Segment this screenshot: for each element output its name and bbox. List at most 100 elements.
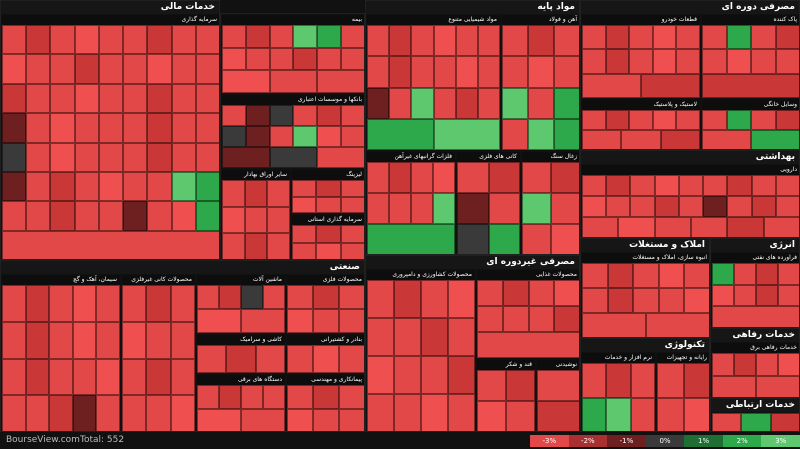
stock-cell[interactable] xyxy=(263,285,285,309)
stock-cell[interactable] xyxy=(502,56,528,88)
stock-cell[interactable] xyxy=(618,217,655,237)
stock-cell[interactable] xyxy=(477,87,500,119)
stock-cell[interactable] xyxy=(367,224,455,254)
subsector-sugar[interactable]: قند و شکر xyxy=(476,359,536,431)
stock-cell[interactable] xyxy=(770,413,799,431)
stock-cell[interactable] xyxy=(2,83,27,114)
stock-cell[interactable] xyxy=(676,110,700,130)
stock-cell[interactable] xyxy=(2,358,26,396)
stock-cell[interactable] xyxy=(433,87,456,119)
stock-cell[interactable] xyxy=(26,25,51,55)
stock-cell[interactable] xyxy=(245,47,270,71)
stock-cell[interactable] xyxy=(389,56,412,88)
stock-cell[interactable] xyxy=(287,385,313,409)
stock-cell[interactable] xyxy=(683,363,709,398)
stock-cell[interactable] xyxy=(775,49,799,74)
stock-cell[interactable] xyxy=(2,285,26,322)
stock-cell[interactable] xyxy=(502,280,529,306)
stock-cell[interactable] xyxy=(775,175,799,196)
stock-cell[interactable] xyxy=(607,288,634,313)
stock-cell[interactable] xyxy=(269,126,294,147)
stock-cell[interactable] xyxy=(147,171,172,202)
subsector-pharma[interactable]: دارویی xyxy=(581,164,799,237)
stock-cell[interactable] xyxy=(712,284,734,307)
stock-cell[interactable] xyxy=(74,171,99,202)
stock-cell[interactable] xyxy=(317,147,364,168)
stock-cell[interactable] xyxy=(98,83,124,114)
stock-cell[interactable] xyxy=(448,394,475,431)
stock-cell[interactable] xyxy=(170,395,195,431)
stock-cell[interactable] xyxy=(502,306,529,332)
stock-cell[interactable] xyxy=(171,54,196,84)
stock-cell[interactable] xyxy=(341,126,364,147)
sector-technology[interactable]: تکنولوژی نرم افزار و خدمات رایانه و تجهی… xyxy=(580,338,710,432)
subsector-cement[interactable]: سیمان، آهک و گچ xyxy=(1,274,121,431)
stock-cell[interactable] xyxy=(702,130,751,149)
stock-cell[interactable] xyxy=(756,284,778,307)
stock-cell[interactable] xyxy=(313,345,339,373)
stock-cell[interactable] xyxy=(340,196,364,213)
stock-cell[interactable] xyxy=(269,70,318,93)
stock-cell[interactable] xyxy=(222,206,245,234)
stock-cell[interactable] xyxy=(763,217,799,237)
stock-cell[interactable] xyxy=(528,87,554,119)
stock-cell[interactable] xyxy=(448,280,475,318)
stock-cell[interactable] xyxy=(147,113,172,143)
stock-cell[interactable] xyxy=(455,87,478,119)
stock-cell[interactable] xyxy=(652,110,677,130)
stock-cell[interactable] xyxy=(222,47,246,71)
sector-welfare[interactable]: خدمات رفاهی خدمات رفاهی برق xyxy=(710,328,800,398)
stock-cell[interactable] xyxy=(226,345,256,373)
stock-cell[interactable] xyxy=(734,263,756,285)
stock-cell[interactable] xyxy=(551,193,579,224)
stock-cell[interactable] xyxy=(734,284,756,307)
stock-cell[interactable] xyxy=(339,285,364,309)
stock-cell[interactable] xyxy=(756,375,799,397)
stock-cell[interactable] xyxy=(96,321,120,359)
sector-industrial[interactable]: صنعتی سیمان، آهک و گچ محصولات کانی غیرفل… xyxy=(0,260,365,432)
subsector-mining[interactable]: کانی های فلزی xyxy=(456,151,521,254)
stock-cell[interactable] xyxy=(606,175,631,196)
stock-cell[interactable] xyxy=(339,345,364,373)
stock-cell[interactable] xyxy=(267,233,290,259)
stock-cell[interactable] xyxy=(96,285,120,322)
stock-cell[interactable] xyxy=(367,87,390,119)
subsector-tile[interactable]: کاشی و سرامیک xyxy=(196,334,286,374)
stock-cell[interactable] xyxy=(522,162,551,193)
stock-cell[interactable] xyxy=(554,280,579,306)
sector-financial[interactable]: خدمات مالی سرمایه گذاری xyxy=(0,0,220,260)
stock-cell[interactable] xyxy=(313,285,339,309)
stock-cell[interactable] xyxy=(2,201,27,231)
stock-cell[interactable] xyxy=(488,162,520,193)
stock-cell[interactable] xyxy=(98,113,124,143)
stock-cell[interactable] xyxy=(269,47,294,71)
stock-cell[interactable] xyxy=(317,47,342,71)
stock-cell[interactable] xyxy=(528,306,555,332)
stock-cell[interactable] xyxy=(703,175,728,196)
stock-cell[interactable] xyxy=(477,401,506,431)
stock-cell[interactable] xyxy=(123,54,148,84)
stock-cell[interactable] xyxy=(50,25,75,55)
subsector-plastic[interactable]: لاستیک و پلاستیک xyxy=(581,99,701,149)
stock-cell[interactable] xyxy=(630,175,655,196)
stock-cell[interactable] xyxy=(122,285,147,322)
subsector-software[interactable]: نرم افزار و خدمات xyxy=(581,352,656,431)
stock-cell[interactable] xyxy=(457,162,489,193)
stock-cell[interactable] xyxy=(170,358,195,396)
stock-cell[interactable] xyxy=(341,105,364,126)
subsector-hardware[interactable]: رایانه و تجهیزات xyxy=(656,352,709,431)
stock-cell[interactable] xyxy=(606,397,631,431)
sector-consumer-noncyclical[interactable]: مصرفی غیردوره ای محصولات کشاورزی و دامپر… xyxy=(365,255,580,432)
stock-cell[interactable] xyxy=(630,397,655,431)
subsector-securities[interactable]: سایر اوراق بهادار xyxy=(221,169,291,259)
stock-cell[interactable] xyxy=(2,54,27,84)
subsector-banks[interactable]: بانکها و موسسات اعتباری xyxy=(221,94,364,169)
stock-cell[interactable] xyxy=(582,130,622,149)
stock-cell[interactable] xyxy=(26,113,51,143)
stock-cell[interactable] xyxy=(775,110,799,130)
stock-cell[interactable] xyxy=(654,175,679,196)
stock-cell[interactable] xyxy=(506,370,535,401)
stock-cell[interactable] xyxy=(293,47,318,71)
stock-cell[interactable] xyxy=(195,171,219,202)
stock-cell[interactable] xyxy=(123,25,148,55)
